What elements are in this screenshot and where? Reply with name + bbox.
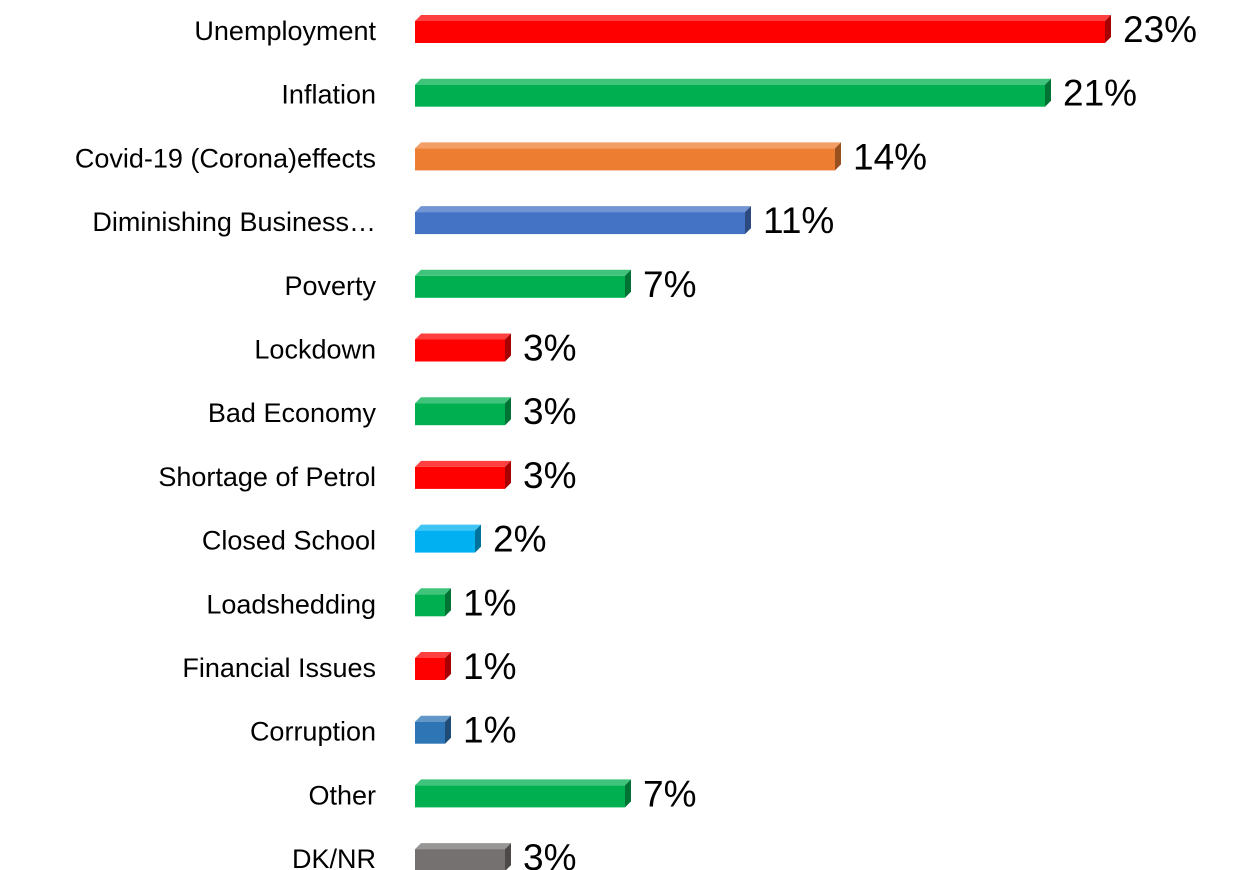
category-label: Inflation [281,80,376,110]
bar-side-face [745,206,751,235]
value-label: 1% [463,582,516,623]
bar-front-face [415,849,505,870]
category-label: Unemployment [194,16,376,46]
value-label: 1% [463,710,516,751]
bar-side-face [1045,78,1051,107]
category-label: Diminishing Business… [92,207,376,237]
value-label: 23% [1123,9,1197,50]
value-label: 3% [523,837,576,870]
bar-11 [415,652,451,680]
bar-top-face [415,460,511,467]
bar-front-face [415,466,505,489]
bar-top-face [415,715,451,722]
bar-front-face [415,658,445,680]
bars-layer [415,15,1111,870]
bar-side-face [505,333,511,362]
category-label: Shortage of Petrol [158,462,376,492]
bar-9 [415,524,481,553]
bar-top-face [415,269,631,276]
value-label: 21% [1063,73,1137,114]
bar-side-face [625,269,631,298]
bar-top-face [415,206,751,213]
category-label: Lockdown [254,335,376,365]
bar-top-face [415,142,841,149]
labels-layer: Unemployment 23% Inflation 21% Covid-19 (Cor… [75,9,1197,870]
category-label: Bad Economy [208,398,377,428]
bar-2 [415,78,1051,107]
bar-top-face [415,843,511,850]
bar-side-face [505,843,511,870]
bar-4 [415,206,751,235]
bar-side-face [625,779,631,808]
value-label: 2% [493,519,546,560]
value-label: 11% [763,200,834,241]
bar-front-face [415,148,835,171]
bar-1 [415,15,1111,43]
bar-front-face [415,339,505,362]
category-label: Corruption [250,717,376,747]
bar-side-face [475,524,481,553]
value-label: 7% [643,264,696,305]
bar-side-face [505,460,511,489]
bar-top-face [415,524,481,531]
bar-top-face [415,78,1051,85]
value-label: 3% [523,328,576,369]
bar-top-face [415,588,451,595]
bar-6 [415,333,511,362]
bar-14 [415,843,511,870]
category-label: Loadshedding [206,589,376,619]
bar-front-face [415,530,475,553]
bar-side-face [445,652,451,680]
category-label: DK/NR [292,844,376,870]
bar-side-face [835,142,841,171]
bar-front-face [415,721,445,744]
bar-top-face [415,15,1111,21]
bar-front-face [415,275,625,298]
value-label: 7% [643,773,696,814]
category-label: Poverty [284,271,376,301]
bar-front-face [415,785,625,808]
category-label: Financial Issues [182,653,376,683]
category-label: Covid-19 (Corona)effects [75,143,376,173]
value-label: 3% [523,391,576,432]
bar-front-face [415,21,1105,43]
bar-side-face [445,715,451,744]
category-label: Other [308,780,376,810]
bar-front-face [415,212,745,235]
bar-side-face [1105,15,1111,43]
category-label: Closed School [202,526,376,556]
bar-5 [415,269,631,298]
bar-13 [415,779,631,808]
bar-top-face [415,779,631,786]
bar-front-face [415,84,1045,107]
bar-top-face [415,652,451,658]
bar-3 [415,142,841,171]
bar-10 [415,588,451,617]
bar-front-face [415,594,445,617]
bar-7 [415,397,511,426]
bar-side-face [505,397,511,426]
bar-top-face [415,333,511,340]
value-label: 14% [853,136,927,177]
bar-side-face [445,588,451,617]
value-label: 3% [523,455,576,496]
bar-12 [415,715,451,744]
value-label: 1% [463,646,516,687]
bar-front-face [415,403,505,426]
bar-8 [415,460,511,489]
bar-top-face [415,397,511,404]
